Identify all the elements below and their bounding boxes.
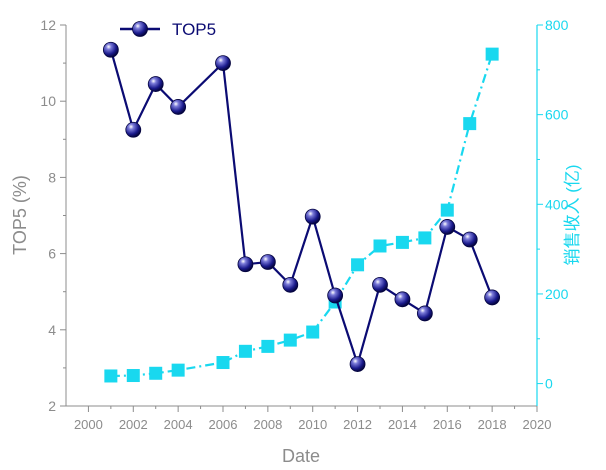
top5-point [259,254,276,270]
x-axis-title: Date [282,446,320,465]
x-tick-label: 2010 [298,417,327,432]
series-layer [102,41,501,383]
revenue-series-line [110,53,494,378]
x-tick-label: 2012 [343,417,372,432]
top5-point [394,291,411,308]
revenue-point [171,363,185,377]
revenue-point [238,344,252,358]
right-y-tick-label: 0 [545,376,553,392]
x-tick-label: 2008 [253,417,282,432]
top5-point [461,231,478,248]
x-tick-label: 2006 [209,417,238,432]
left-y-tick-label: 12 [40,17,56,33]
x-tick-label: 2016 [433,417,462,432]
right-y-tick-label: 200 [545,286,569,302]
x-tick-label: 2018 [478,417,507,432]
left-y-tick-label: 4 [48,322,56,338]
top5-point [304,208,321,225]
top5-point [372,276,388,293]
top5-point [125,121,142,138]
left-y-tick-label: 2 [48,398,56,414]
revenue-point [485,47,499,61]
right-y-tick-label: 600 [545,107,569,123]
legend-label-top5: TOP5 [172,20,216,39]
top5-point [170,99,187,115]
x-tick-label: 2014 [388,417,417,432]
top5-point [215,55,231,71]
revenue-point [283,333,297,347]
x-tick-label: 2000 [74,417,103,432]
legend: TOP5 [120,20,216,39]
top5-point [237,256,254,273]
top5-series-line [109,49,494,368]
revenue-point [216,356,230,370]
top5-point [147,76,164,92]
right-y-tick-label: 800 [545,17,569,33]
top5-point [327,287,344,304]
revenue-point [440,203,454,217]
top5-point [416,305,433,322]
left-axis-title: TOP5 (%) [10,175,30,255]
left-y-tick-label: 8 [48,169,56,185]
top5-point [102,41,119,58]
left-y-tick-label: 6 [48,246,56,262]
top5-point [439,219,456,235]
left-y-tick-label: 10 [40,93,56,109]
revenue-point [373,239,387,253]
legend-sphere-marker [132,21,148,37]
revenue-point [104,369,118,383]
right-y-tick-label: 400 [545,196,569,212]
revenue-point [149,366,163,380]
x-tick-label: 2020 [523,417,552,432]
revenue-point [395,235,409,249]
top5-point [282,276,299,293]
revenue-point [463,117,477,131]
top5-point [484,289,501,306]
revenue-point [306,325,320,339]
right-axis-title: 销售收入 (亿) [563,164,582,265]
axis-ticks: 2000 2002 2004 2006 2008 2010 2012 2014 2016 2018… [40,17,568,432]
revenue-point [418,231,432,245]
revenue-point [351,258,365,272]
revenue-point [126,369,140,383]
top5-point [349,356,366,372]
x-tick-label: 2004 [164,417,193,432]
x-tick-label: 2002 [119,417,148,432]
revenue-point [261,339,275,353]
